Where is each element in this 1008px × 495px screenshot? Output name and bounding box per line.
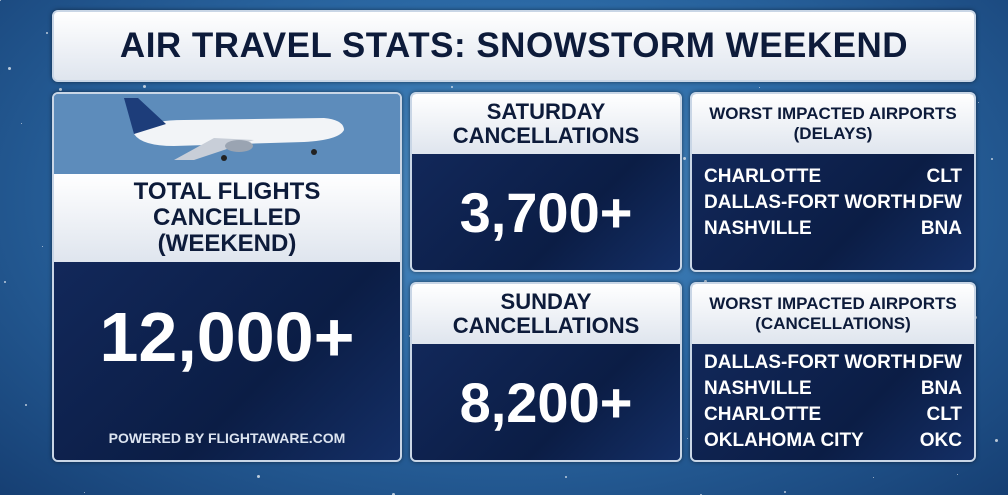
fuselage bbox=[134, 118, 344, 146]
airport-name: NASHVILLE bbox=[704, 218, 812, 239]
label-line: (WEEKEND) bbox=[157, 230, 297, 257]
snowflake bbox=[759, 87, 760, 88]
snowflake bbox=[978, 102, 979, 103]
snowflake bbox=[21, 123, 22, 124]
label-line: SATURDAY bbox=[486, 99, 606, 124]
snowflake bbox=[0, 0, 1, 1]
engine bbox=[225, 140, 253, 152]
snowflake bbox=[451, 86, 453, 88]
airport-name: DALLAS-FORT WORTH bbox=[704, 192, 917, 213]
airport-row: NASHVILLE BNA bbox=[692, 216, 974, 242]
airport-row: DALLAS-FORT WORTH DFW bbox=[692, 350, 974, 376]
sunday-value: 8,200+ bbox=[412, 344, 680, 460]
airport-code: BNA bbox=[920, 378, 962, 399]
plane-image bbox=[54, 94, 400, 174]
label-line: WORST IMPACTED AIRPORTS bbox=[709, 294, 957, 313]
airport-name: NASHVILLE bbox=[704, 378, 812, 399]
snowflake bbox=[873, 477, 874, 478]
title-bar: AIR TRAVEL STATS: SNOWSTORM WEEKEND bbox=[52, 10, 976, 82]
delays-header: WORST IMPACTED AIRPORTS (DELAYS) bbox=[692, 94, 974, 154]
total-body: 12,000+ POWERED BY FLIGHTAWARE.COM bbox=[54, 262, 400, 460]
label-line: (CANCELLATIONS) bbox=[755, 314, 911, 333]
snowflake bbox=[84, 492, 85, 493]
cancellations-panel: WORST IMPACTED AIRPORTS (CANCELLATIONS) … bbox=[690, 282, 976, 462]
snowflake bbox=[565, 476, 567, 478]
saturday-value: 3,700+ bbox=[412, 154, 680, 270]
snowflake bbox=[784, 491, 786, 493]
label-line: CANCELLATIONS bbox=[452, 313, 640, 338]
label-line: CANCELLED bbox=[153, 204, 301, 231]
cancellations-header: WORST IMPACTED AIRPORTS (CANCELLATIONS) bbox=[692, 284, 974, 344]
airport-name: DALLAS-FORT WORTH bbox=[704, 352, 917, 373]
delays-panel: WORST IMPACTED AIRPORTS (DELAYS) CHARLOT… bbox=[690, 92, 976, 272]
snowflake bbox=[257, 475, 260, 478]
label-line: SUNDAY bbox=[500, 289, 592, 314]
snowflake bbox=[8, 67, 11, 70]
snowflake bbox=[59, 88, 62, 91]
snowflake bbox=[957, 474, 958, 475]
airport-name: OKLAHOMA CITY bbox=[704, 430, 864, 451]
label-line: (DELAYS) bbox=[793, 124, 873, 143]
airport-code: CLT bbox=[926, 404, 962, 425]
snowflake bbox=[46, 32, 48, 34]
airport-code: BNA bbox=[920, 218, 962, 239]
wheel bbox=[221, 155, 227, 161]
label-line: CANCELLATIONS bbox=[452, 123, 640, 148]
snowflake bbox=[143, 85, 146, 88]
sunday-header: SUNDAY CANCELLATIONS bbox=[412, 284, 680, 344]
airport-code: OKC bbox=[919, 430, 962, 451]
snowflake bbox=[42, 246, 43, 247]
title: AIR TRAVEL STATS: SNOWSTORM WEEKEND bbox=[119, 26, 909, 65]
snowflake bbox=[687, 438, 688, 439]
airport-code: DFW bbox=[918, 192, 962, 213]
total-panel: TOTAL FLIGHTS CANCELLED (WEEKEND) 12,000… bbox=[52, 92, 402, 462]
airport-name: CHARLOTTE bbox=[704, 166, 822, 187]
airport-row: OKLAHOMA CITY OKC bbox=[692, 428, 974, 454]
total-value: 12,000+ bbox=[99, 298, 355, 376]
snowflake bbox=[704, 280, 707, 283]
snowflake bbox=[25, 404, 27, 406]
sunday-panel: SUNDAY CANCELLATIONS 8,200+ bbox=[410, 282, 682, 462]
airport-name: CHARLOTTE bbox=[704, 404, 822, 425]
airport-list: CHARLOTTE CLT DALLAS-FORT WORTH DFW NASHVILL… bbox=[692, 154, 974, 270]
airport-list: DALLAS-FORT WORTH DFW NASHVILLE BNA CHARLOTT… bbox=[692, 344, 974, 460]
airport-row: NASHVILLE BNA bbox=[692, 376, 974, 402]
total-header: TOTAL FLIGHTS CANCELLED (WEEKEND) bbox=[54, 174, 400, 262]
label-line: TOTAL FLIGHTS bbox=[133, 178, 321, 205]
snowflake bbox=[683, 157, 686, 160]
airport-code: CLT bbox=[926, 166, 962, 187]
airport-row: CHARLOTTE CLT bbox=[692, 164, 974, 190]
snowflake bbox=[995, 439, 998, 442]
airport-row: CHARLOTTE CLT bbox=[692, 402, 974, 428]
label-line: WORST IMPACTED AIRPORTS bbox=[709, 104, 957, 123]
snowflake bbox=[991, 158, 993, 160]
wheel bbox=[311, 149, 317, 155]
snowflake bbox=[4, 281, 6, 283]
snowflake bbox=[392, 493, 395, 495]
saturday-panel: SATURDAY CANCELLATIONS 3,700+ bbox=[410, 92, 682, 272]
credit: POWERED BY FLIGHTAWARE.COM bbox=[108, 430, 346, 446]
airport-row: DALLAS-FORT WORTH DFW bbox=[692, 190, 974, 216]
tail bbox=[124, 98, 166, 134]
saturday-header: SATURDAY CANCELLATIONS bbox=[412, 94, 680, 154]
airport-code: DFW bbox=[918, 352, 962, 373]
